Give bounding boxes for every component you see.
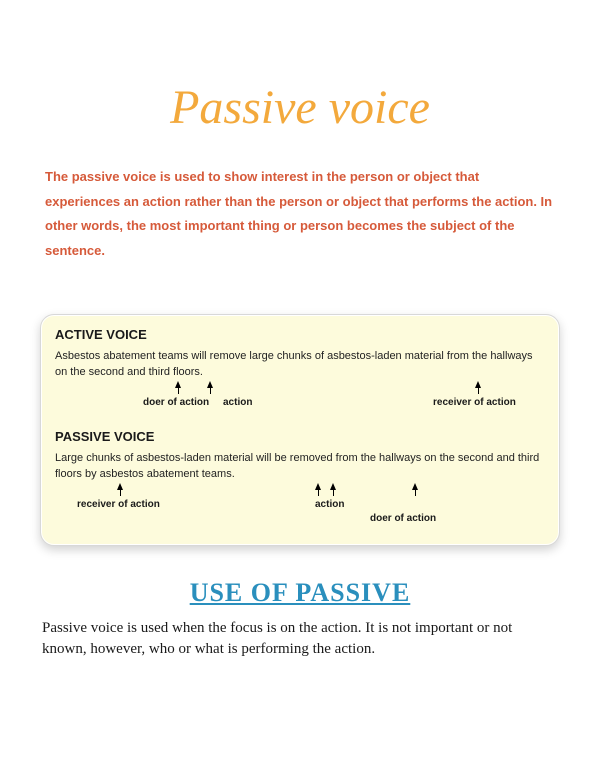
active-labels: doer of action action receiver of action	[55, 383, 545, 411]
use-of-passive-heading: USE OF PASSIVE	[40, 578, 560, 608]
active-sentence: Asbestos abatement teams will remove lar…	[55, 348, 545, 381]
page-title: Passive voice	[40, 80, 560, 135]
passive-action-label: action	[315, 499, 344, 510]
voice-diagram: ACTIVE VOICE Asbestos abatement teams wi…	[40, 314, 560, 546]
arrow-up-icon	[475, 381, 481, 388]
arrow-up-icon	[412, 483, 418, 490]
active-receiver-label: receiver of action	[433, 397, 516, 408]
body-paragraph: Passive voice is used when the focus is …	[40, 618, 560, 660]
active-action-label: action	[223, 397, 252, 408]
passive-heading: PASSIVE VOICE	[55, 429, 545, 444]
passive-receiver-label: receiver of action	[77, 499, 160, 510]
active-doer-label: doer of action	[143, 397, 209, 408]
active-voice-block: ACTIVE VOICE Asbestos abatement teams wi…	[55, 327, 545, 411]
passive-labels: receiver of action action doer of action	[55, 485, 545, 513]
intro-paragraph: The passive voice is used to show intere…	[40, 165, 560, 264]
arrow-up-icon	[315, 483, 321, 490]
arrow-up-icon	[117, 483, 123, 490]
passive-voice-block: PASSIVE VOICE Large chunks of asbestos-l…	[55, 429, 545, 527]
active-heading: ACTIVE VOICE	[55, 327, 545, 342]
passive-doer-label: doer of action	[370, 513, 436, 524]
arrow-up-icon	[175, 381, 181, 388]
arrow-up-icon	[207, 381, 213, 388]
arrow-up-icon	[330, 483, 336, 490]
passive-sentence: Large chunks of asbestos-laden material …	[55, 450, 545, 483]
